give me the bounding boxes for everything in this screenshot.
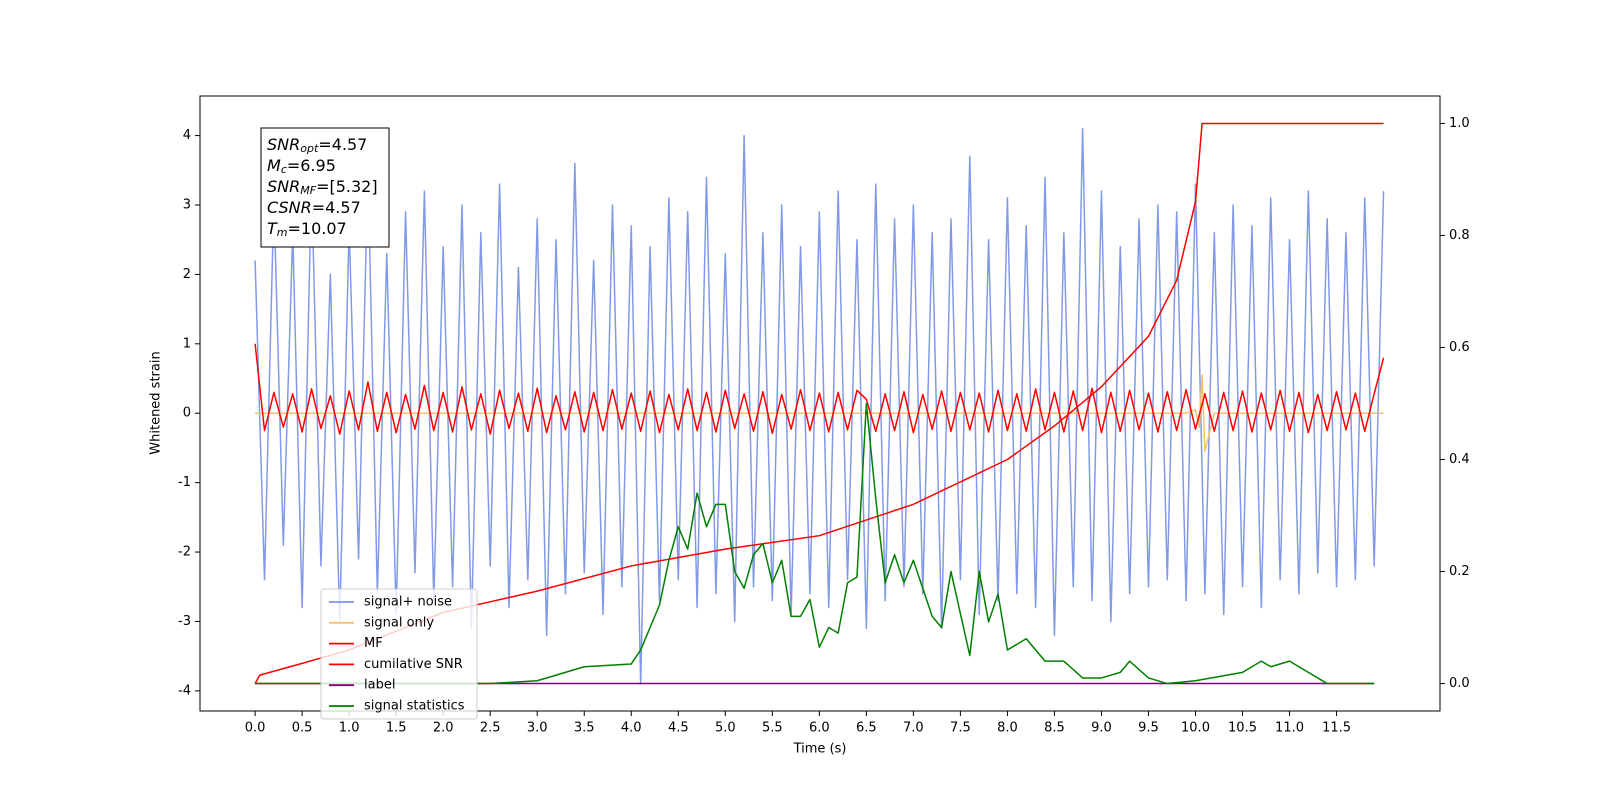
x-tick-label: 8.0 — [997, 721, 1018, 736]
legend-label: signal+ noise — [364, 595, 452, 610]
legend-label: signal statistics — [364, 699, 465, 714]
y2-tick-label: 0.4 — [1449, 452, 1470, 467]
x-tick-label: 4.5 — [668, 721, 689, 736]
x-tick-label: 3.5 — [574, 721, 595, 736]
y-tick-label: 1 — [183, 336, 191, 351]
y-tick-label: -3 — [178, 614, 191, 629]
annotation-symbol: M — [267, 156, 281, 175]
legend-label: cumilative SNR — [364, 657, 463, 672]
legend-label: signal only — [364, 615, 434, 630]
y-tick-label: 0 — [183, 406, 191, 421]
x-tick-label: 3.0 — [527, 721, 548, 736]
annotation-value: =10.07 — [288, 219, 347, 238]
x-tick-label: 2.0 — [433, 721, 454, 736]
annotation-value: =[5.32] — [316, 177, 378, 196]
x-tick-label: 11.0 — [1275, 721, 1304, 736]
annotation-symbol: CSNR — [267, 198, 312, 217]
x-tick-label: 8.5 — [1044, 721, 1065, 736]
x-tick-label: 9.0 — [1091, 721, 1112, 736]
annotation-value: =4.57 — [318, 135, 367, 154]
series-line — [255, 374, 1384, 453]
y-tick-label: 2 — [183, 267, 191, 282]
plot-frame — [199, 95, 1441, 712]
annotation-line: SNRopt=4.57 — [267, 135, 367, 156]
x-tick-label: 7.5 — [950, 721, 971, 736]
annotation-symbol: SNR — [267, 177, 300, 196]
y-tick-label: -4 — [178, 683, 191, 698]
annotation-value: =6.95 — [287, 156, 336, 175]
x-tick-label: 6.0 — [809, 721, 830, 736]
x-tick-label: 5.0 — [715, 721, 736, 736]
annotation-line: Tm=10.07 — [267, 219, 347, 240]
x-tick-label: 2.5 — [480, 721, 501, 736]
annotation-line: Mc=6.95 — [267, 156, 336, 177]
x-tick-label: 7.0 — [903, 721, 924, 736]
x-tick-label: 10.0 — [1181, 721, 1210, 736]
annotation-line: SNRMF=[5.32] — [267, 177, 378, 198]
legend-label: label — [364, 678, 395, 693]
x-axis-label: Time (s) — [793, 742, 847, 757]
y2-tick-label: 0.8 — [1449, 228, 1470, 243]
x-tick-label: 4.0 — [621, 721, 642, 736]
legend-label: MF — [364, 636, 383, 651]
y-tick-label: -2 — [178, 545, 191, 560]
annotation-box — [260, 127, 390, 248]
annotation-symbol: T — [267, 219, 278, 238]
y-tick-label: 4 — [183, 128, 191, 143]
series-line — [254, 343, 1385, 435]
y2-tick-label: 0.6 — [1449, 340, 1470, 355]
x-tick-label: 0.0 — [245, 721, 266, 736]
annotation-line: CSNR=4.57 — [267, 198, 361, 217]
annotation-subscript: opt — [300, 142, 319, 155]
x-tick-label: 1.5 — [386, 721, 407, 736]
y2-tick-label: 1.0 — [1449, 116, 1470, 131]
annotation-subscript: c — [281, 163, 287, 176]
legend-box — [320, 588, 478, 720]
x-tick-label: 5.5 — [762, 721, 783, 736]
x-tick-label: 9.5 — [1138, 721, 1159, 736]
annotation-subscript: m — [277, 226, 288, 239]
x-tick-label: 10.5 — [1228, 721, 1257, 736]
x-tick-label: 1.0 — [339, 721, 360, 736]
y2-tick-label: 0.0 — [1449, 676, 1470, 691]
y-tick-label: 3 — [183, 197, 191, 212]
y2-tick-label: 0.2 — [1449, 564, 1470, 579]
series-line — [255, 402, 1375, 685]
series-line — [254, 127, 1385, 685]
x-tick-label: 0.5 — [292, 721, 313, 736]
x-tick-label: 6.5 — [856, 721, 877, 736]
annotation-subscript: MF — [300, 184, 316, 197]
x-tick-label: 11.5 — [1322, 721, 1351, 736]
y-axis-label: Whitened strain — [149, 351, 164, 454]
annotation-value: =4.57 — [312, 198, 361, 217]
annotation-symbol: SNR — [267, 135, 300, 154]
y-tick-label: -1 — [178, 475, 191, 490]
